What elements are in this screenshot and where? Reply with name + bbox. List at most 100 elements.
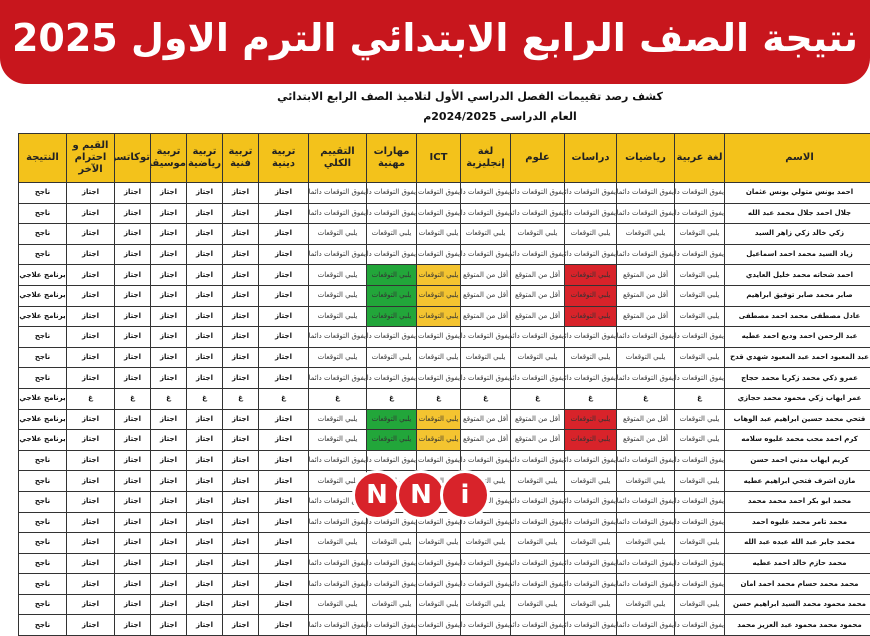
grade-cell: يلبي التوقعات (565, 409, 617, 430)
grade-cell: غ (309, 388, 367, 409)
column-header: رياضيات (617, 134, 675, 183)
activity-cell: اجتاز (151, 265, 187, 286)
grade-cell: يفوق التوقعات دائما (461, 203, 511, 224)
grade-cell: أقل من المتوقع (511, 265, 565, 286)
grade-cell: يفوق التوقعات دائما (367, 327, 417, 348)
values-cell: اجتاز (67, 224, 115, 245)
activity-cell: غ (259, 388, 309, 409)
grade-cell: يلبي التوقعات (367, 306, 417, 327)
student-name: محمد محمد حسام محمد احمد امان (725, 574, 870, 595)
sheet-subtitle: كشف رصد تقييمات الفصل الدراسي الأول لتلا… (260, 90, 680, 103)
activity-cell: اجتاز (223, 553, 259, 574)
column-header: تربية موسيقية (151, 134, 187, 183)
grade-cell: يلبي التوقعات (617, 224, 675, 245)
grade-cell: يلبي التوقعات (511, 471, 565, 492)
grade-cell: يفوق التوقعات دائما (367, 574, 417, 595)
grade-cell: أقل من المتوقع (461, 306, 511, 327)
activity-cell: اجتاز (115, 512, 151, 533)
activity-cell: اجتاز (259, 306, 309, 327)
activity-cell: اجتاز (259, 224, 309, 245)
activity-cell: اجتاز (187, 450, 223, 471)
grade-cell: يفوق التوقعات دائما (367, 615, 417, 636)
values-cell: اجتاز (67, 533, 115, 554)
result-cell: ناجح (19, 553, 67, 574)
grade-cell: يلبي التوقعات (565, 533, 617, 554)
activity-cell: اجتاز (115, 265, 151, 286)
grade-cell: يلبي التوقعات (675, 471, 725, 492)
grade-cell: يفوق التوقعات دائما (309, 574, 367, 595)
activity-cell: اجتاز (115, 615, 151, 636)
activity-cell: اجتاز (115, 553, 151, 574)
activity-cell: اجتاز (151, 368, 187, 389)
grade-cell: يفوق التوقعات دائما (417, 615, 461, 636)
grade-cell: يفوق التوقعات دائما (617, 512, 675, 533)
result-cell: ناجح (19, 533, 67, 554)
column-header: تربية دينية (259, 134, 309, 183)
student-name: عبد المعبود احمد عبد المعبود شهدي قدح (725, 347, 870, 368)
student-name: جلال احمد جلال محمد عبد الله (725, 203, 870, 224)
activity-cell: اجتاز (187, 491, 223, 512)
grade-cell: يفوق التوقعات دائما (511, 553, 565, 574)
activity-cell: اجتاز (259, 203, 309, 224)
grade-cell: يلبي التوقعات (309, 265, 367, 286)
result-cell: ناجح (19, 327, 67, 348)
activity-cell: اجتاز (115, 183, 151, 204)
grade-cell: يفوق التوقعات دائما (511, 203, 565, 224)
grade-cell: يفوق التوقعات دائما (511, 244, 565, 265)
grade-cell: يفوق التوقعات دائما (461, 327, 511, 348)
activity-cell: اجتاز (151, 409, 187, 430)
student-name: عادل مصطفى محمد احمد مصطفى (725, 306, 870, 327)
grade-cell: يفوق التوقعات دائما (565, 491, 617, 512)
student-name: احمد يونس متولي يونس عثمان (725, 183, 870, 204)
student-name: محمود محمد محمود عبد العزيز محمد (725, 615, 870, 636)
grade-cell: يلبي التوقعات (309, 533, 367, 554)
activity-cell: اجتاز (259, 594, 309, 615)
column-header: القيم و احترام الآخر (67, 134, 115, 183)
grade-cell: يلبي التوقعات (461, 594, 511, 615)
grade-cell: أقل من المتوقع (461, 430, 511, 451)
activity-cell: اجتاز (187, 327, 223, 348)
activity-cell: اجتاز (151, 574, 187, 595)
student-name: محمد محمود محمد السيد ابراهيم حسن (725, 594, 870, 615)
student-name: كريم ايهاب مدني احمد حسن (725, 450, 870, 471)
activity-cell: اجتاز (223, 409, 259, 430)
activity-cell: اجتاز (151, 471, 187, 492)
activity-cell: اجتاز (223, 594, 259, 615)
grade-cell: يلبي التوقعات (675, 430, 725, 451)
grade-cell: أقل من المتوقع (511, 306, 565, 327)
result-cell: برنامج علاجي (19, 409, 67, 430)
grade-cell: يلبي التوقعات (367, 594, 417, 615)
grade-cell: يلبي التوقعات (511, 347, 565, 368)
activity-cell: اجتاز (187, 574, 223, 595)
grade-cell: يفوق التوقعات دائما (511, 574, 565, 595)
grade-cell: يلبي التوقعات (565, 306, 617, 327)
activity-cell: اجتاز (259, 327, 309, 348)
activity-cell: اجتاز (115, 594, 151, 615)
grade-cell: يفوق التوقعات دائما (565, 327, 617, 348)
grade-cell: يفوق التوقعات دائما (417, 244, 461, 265)
grade-cell: يلبي التوقعات (617, 533, 675, 554)
grade-cell: يفوق التوقعات دائما (511, 327, 565, 348)
values-cell: اجتاز (67, 594, 115, 615)
grade-cell: يفوق التوقعات دائما (565, 244, 617, 265)
grade-cell: يفوق التوقعات دائما (417, 574, 461, 595)
student-name: محمد ابو بكر احمد محمد محمد (725, 491, 870, 512)
activity-cell: اجتاز (187, 285, 223, 306)
activity-cell: اجتاز (259, 183, 309, 204)
values-cell: اجتاز (67, 553, 115, 574)
activity-cell: اجتاز (187, 306, 223, 327)
grade-cell: يفوق التوقعات دائما (461, 553, 511, 574)
grade-cell: يلبي التوقعات (617, 347, 675, 368)
activity-cell: اجتاز (259, 553, 309, 574)
result-cell: ناجح (19, 203, 67, 224)
grade-cell: أقل من المتوقع (461, 409, 511, 430)
grade-cell: يلبي التوقعات (367, 265, 417, 286)
activity-cell: اجتاز (151, 450, 187, 471)
column-header: لغة إنجليزية (461, 134, 511, 183)
grade-cell: يفوق التوقعات دائما (417, 450, 461, 471)
grade-cell: يلبي التوقعات (461, 224, 511, 245)
